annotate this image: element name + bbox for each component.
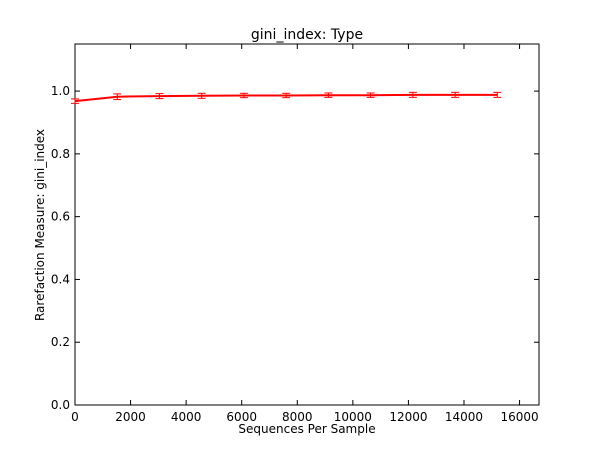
y-tick-label: 0.6 <box>51 210 70 224</box>
y-tick-label: 0.8 <box>51 147 70 161</box>
x-tick-label: 14000 <box>445 410 483 424</box>
x-tick-label: 4000 <box>171 410 202 424</box>
y-tick-label: 0.0 <box>51 398 70 412</box>
x-tick-label: 16000 <box>500 410 538 424</box>
x-tick-label: 8000 <box>282 410 313 424</box>
x-tick-label: 0 <box>71 410 79 424</box>
x-tick-label: 12000 <box>389 410 427 424</box>
x-tick-label: 6000 <box>226 410 257 424</box>
y-axis-label: Rarefaction Measure: gini_index <box>33 129 47 321</box>
y-tick-label: 1.0 <box>51 84 70 98</box>
x-tick-label: 10000 <box>334 410 372 424</box>
y-tick-label: 0.4 <box>51 272 70 286</box>
y-tick-label: 0.2 <box>51 335 70 349</box>
plot-frame <box>74 43 540 406</box>
axis-ticks: 0 2000 4000 6000 8000 10000 12000 14000 16000 0.0… <box>51 44 539 424</box>
series-lines <box>74 93 498 103</box>
series-line <box>74 93 498 103</box>
x-tick-label: 2000 <box>115 410 146 424</box>
x-axis-label: Sequences Per Sample <box>238 422 375 436</box>
chart-title: gini_index: Type <box>251 27 363 43</box>
